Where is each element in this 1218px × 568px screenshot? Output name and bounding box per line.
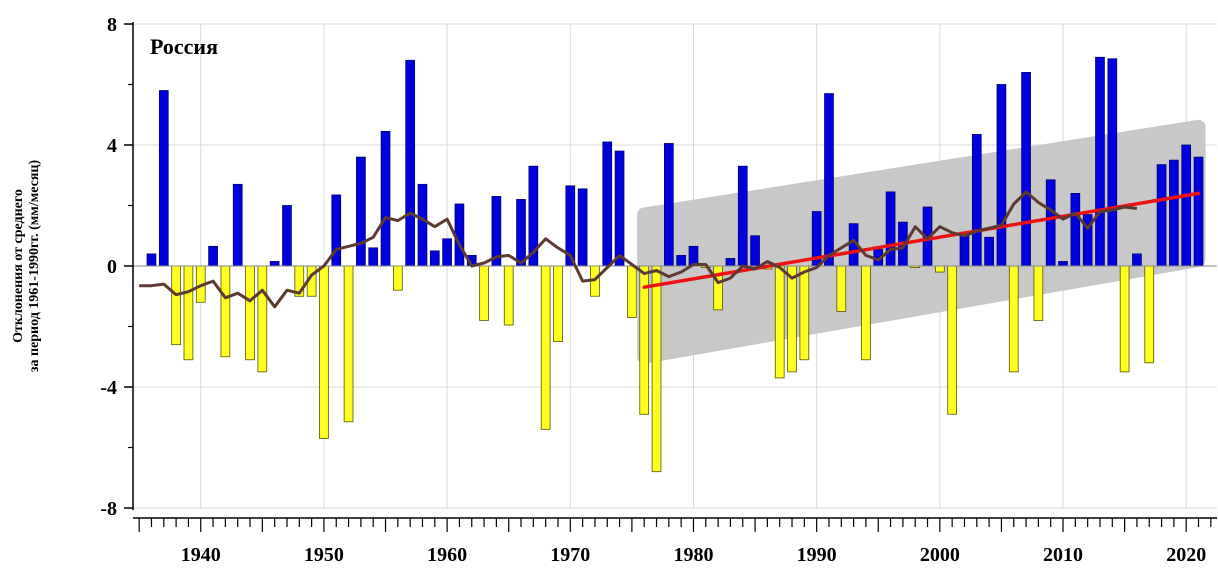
bar-1985	[750, 235, 760, 267]
chart-title: Россия	[150, 34, 218, 59]
bar-1973	[602, 141, 613, 267]
bar-1950	[319, 265, 329, 439]
bar-1988	[787, 265, 797, 373]
x-tick-label: 1940	[181, 544, 221, 566]
y-tick-label: 8	[107, 14, 117, 36]
bar-1977	[651, 265, 662, 473]
bar-1938	[171, 265, 181, 346]
bar-1956	[393, 265, 403, 291]
y-tick-label: 4	[107, 135, 117, 157]
bar-1946	[269, 261, 280, 267]
bar-1963	[479, 265, 489, 321]
bar-2020	[1181, 144, 1192, 267]
bar-2001	[947, 265, 957, 415]
bar-1939	[183, 265, 194, 361]
x-tick-label: 1950	[304, 544, 344, 566]
bar-1953	[356, 156, 366, 267]
y-tick-label: 0	[107, 256, 117, 278]
bar-1996	[885, 191, 896, 267]
y-tick-label: -4	[100, 377, 117, 399]
axes	[124, 22, 1217, 532]
bar-2006	[1008, 265, 1019, 373]
y-axis-label-line2: за период 1961-1990гг. (мм/месяц)	[27, 160, 42, 373]
bar-2002	[959, 232, 970, 267]
bar-1941	[208, 245, 218, 267]
bar-2008	[1033, 265, 1044, 321]
bar-1942	[220, 265, 231, 358]
bars	[146, 56, 1204, 473]
x-tick-label: 1990	[797, 544, 837, 566]
x-tick-label: 2020	[1166, 544, 1206, 566]
bar-1994	[861, 265, 871, 361]
x-tick-label: 1970	[550, 544, 590, 566]
moving-average-group	[139, 190, 1138, 309]
x-tick-label: 2000	[920, 544, 960, 566]
bar-1974	[614, 150, 625, 267]
bar-2015	[1119, 265, 1130, 373]
bar-2005	[996, 84, 1007, 267]
bar-1947	[282, 205, 292, 267]
bar-1957	[405, 59, 415, 267]
bar-1936	[146, 253, 157, 267]
bar-1944	[245, 265, 255, 361]
bar-2013	[1095, 56, 1105, 267]
bar-2016	[1132, 253, 1142, 267]
bar-1968	[540, 265, 551, 430]
bar-2018	[1156, 164, 1167, 267]
x-tick-label: 2010	[1043, 544, 1083, 566]
bar-1966	[516, 199, 526, 267]
y-tick-label: -8	[100, 498, 117, 520]
bar-2019	[1169, 159, 1179, 267]
bar-2017	[1144, 265, 1155, 364]
x-tick-label: 1980	[673, 544, 713, 566]
bar-2000	[935, 265, 945, 273]
bar-1969	[553, 265, 563, 343]
bar-1954	[368, 247, 379, 267]
bar-1975	[627, 265, 637, 318]
bar-1991	[824, 93, 834, 267]
bar-1989	[799, 265, 810, 361]
bar-1945	[257, 265, 268, 373]
bar-2003	[971, 134, 982, 267]
x-tick-labels: 1940 1950 1960 1970 1980 1990 2000 2010 2020	[181, 544, 1206, 566]
bar-2004	[984, 236, 994, 267]
bar-1943	[232, 183, 243, 267]
bar-1955	[380, 130, 391, 267]
moving-average-line	[139, 190, 1138, 309]
x-tick-label: 1960	[427, 544, 467, 566]
bar-1987	[774, 265, 785, 379]
bar-1960	[442, 238, 452, 267]
bar-2014	[1107, 58, 1118, 267]
bar-1979	[676, 255, 686, 267]
bar-1965	[503, 265, 514, 326]
bar-1978	[664, 143, 674, 267]
bar-1937	[158, 90, 169, 267]
y-axis-label-line1: Отклонения от среднего	[11, 189, 26, 343]
y-tick-labels: 8 4 0 -4 -8	[100, 14, 117, 520]
bar-1952	[343, 265, 354, 423]
bar-1983	[725, 258, 736, 267]
bar-1958	[417, 183, 428, 267]
bar-1959	[429, 250, 440, 267]
bar-2021	[1193, 156, 1204, 267]
bar-2010	[1058, 261, 1068, 267]
bar-1992	[836, 265, 847, 312]
bar-1971	[577, 188, 588, 267]
bar-1984	[737, 165, 748, 267]
bar-2007	[1021, 72, 1031, 267]
bar-2009	[1045, 179, 1056, 267]
bar-2011	[1070, 192, 1081, 267]
